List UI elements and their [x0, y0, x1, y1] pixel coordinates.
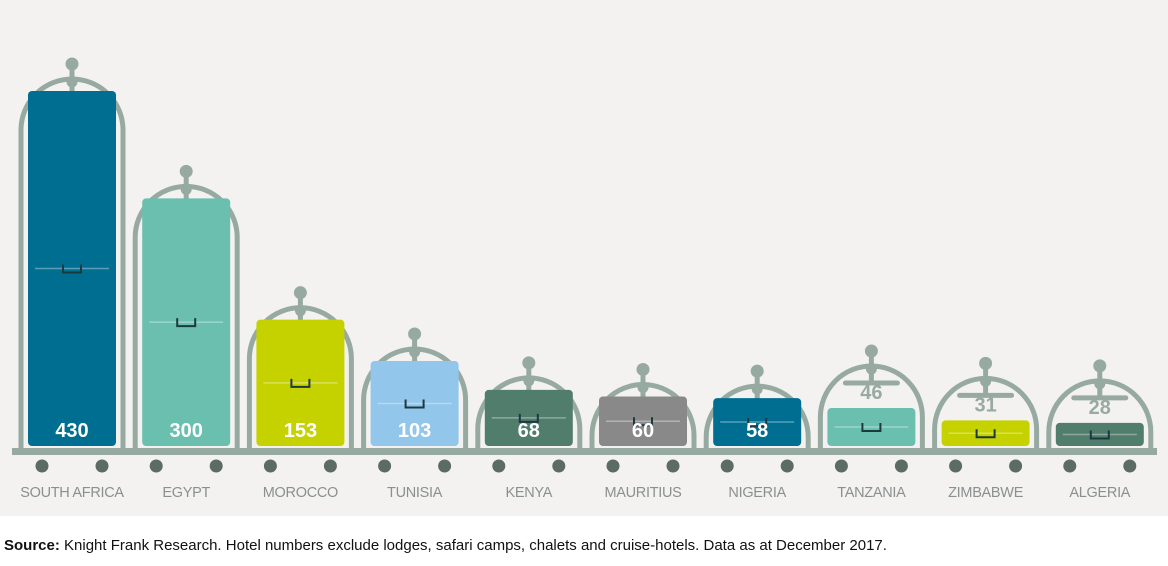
source-text: Knight Frank Research. Hotel numbers exc…: [59, 537, 887, 554]
cart-hook-knob: [979, 356, 993, 370]
cart-wheel: [834, 459, 848, 473]
cart-hook-joint: [980, 375, 992, 387]
cart-wheel: [35, 459, 49, 473]
hotel-count-bar-chart: 430 SOUTH AFRICA 300 EGYPT 153 MOROCCO 103 TUNI…: [12, 57, 1157, 501]
data-label: 31: [974, 394, 996, 416]
cart-wheel: [949, 459, 963, 473]
luggage-handle: [290, 378, 311, 388]
bar: [713, 398, 802, 446]
cart-wheel: [263, 459, 277, 473]
chart-area: 430 SOUTH AFRICA 300 EGYPT 153 MOROCCO 103 TUNI…: [0, 0, 1168, 516]
cart-wheel: [1063, 459, 1077, 473]
luggage-handle: [861, 423, 882, 433]
bar: [484, 389, 573, 446]
category-label: MAURITIUS: [604, 485, 681, 501]
category-label: KENYA: [506, 485, 553, 501]
category-label: SOUTH AFRICA: [20, 485, 124, 501]
cart-wheel: [780, 459, 794, 473]
category-label: NIGERIA: [728, 485, 786, 501]
data-label: 28: [1089, 397, 1111, 419]
cart-hook-joint: [409, 346, 421, 358]
data-label: 300: [170, 420, 203, 442]
bar: [1055, 422, 1144, 446]
cart-wheel: [1123, 459, 1137, 473]
data-label: 153: [284, 420, 317, 442]
cart-hook-knob: [864, 344, 878, 358]
base-rail: [12, 448, 1157, 455]
cart-wheel: [1009, 459, 1023, 473]
luggage-handle: [633, 417, 653, 427]
cart-hook-joint: [637, 381, 649, 393]
bar: [599, 396, 687, 446]
bar: [370, 360, 459, 446]
data-label: 58: [746, 420, 768, 442]
luggage-handle: [747, 418, 768, 428]
cart-hook-joint: [865, 363, 877, 375]
cart-hook-knob: [636, 362, 650, 376]
luggage-handle: [62, 264, 82, 274]
bar: [941, 420, 1030, 446]
category-label: ZIMBABWE: [948, 485, 1024, 501]
cart-wheel: [378, 459, 392, 473]
source-note: Source: Knight Frank Research. Hotel num…: [4, 537, 887, 554]
source-label: Source:: [4, 537, 60, 554]
luggage-handle: [518, 413, 539, 423]
data-label: 60: [632, 420, 654, 442]
luggage-handle: [404, 399, 425, 409]
cart-wheel: [894, 459, 908, 473]
cart-hook-knob: [750, 364, 764, 378]
luggage-handle: [975, 429, 996, 439]
luggage-handle: [1089, 430, 1110, 440]
bar: [142, 198, 231, 446]
cart-hook-joint: [66, 76, 78, 88]
cart-wheel: [95, 459, 109, 473]
data-label: 46: [860, 382, 882, 404]
bar: [256, 319, 345, 446]
cart-hook-knob: [65, 57, 79, 71]
cart-wheel: [209, 459, 223, 473]
data-label: 430: [55, 420, 88, 442]
data-label: 103: [398, 420, 431, 442]
cart-hook-knob: [179, 164, 193, 178]
cart-wheel: [666, 459, 680, 473]
data-label: 68: [518, 420, 540, 442]
cart-hook-joint: [1094, 378, 1106, 390]
category-label: TANZANIA: [837, 485, 906, 501]
category-label: ALGERIA: [1069, 485, 1130, 501]
cart-wheel: [552, 459, 566, 473]
cart-hook-joint: [294, 305, 306, 317]
cart-hook-knob: [293, 286, 307, 300]
cart-hook-knob: [522, 356, 536, 370]
cart-hook-joint: [751, 383, 763, 395]
cart-wheel: [606, 459, 620, 473]
cart-hook-knob: [1093, 359, 1107, 373]
bar: [827, 408, 916, 446]
cart-hook-joint: [180, 183, 192, 195]
cart-wheel: [438, 459, 452, 473]
cart-hook-knob: [408, 327, 422, 341]
cart-wheel: [149, 459, 163, 473]
category-label: MOROCCO: [263, 485, 338, 501]
category-label: EGYPT: [162, 485, 210, 501]
cart-wheel: [720, 459, 734, 473]
cart-wheel: [492, 459, 506, 473]
luggage-handle: [176, 318, 197, 328]
cart-wheel: [323, 459, 337, 473]
category-label: TUNISIA: [387, 485, 443, 501]
bar: [28, 91, 116, 446]
cart-hook-joint: [523, 375, 535, 387]
